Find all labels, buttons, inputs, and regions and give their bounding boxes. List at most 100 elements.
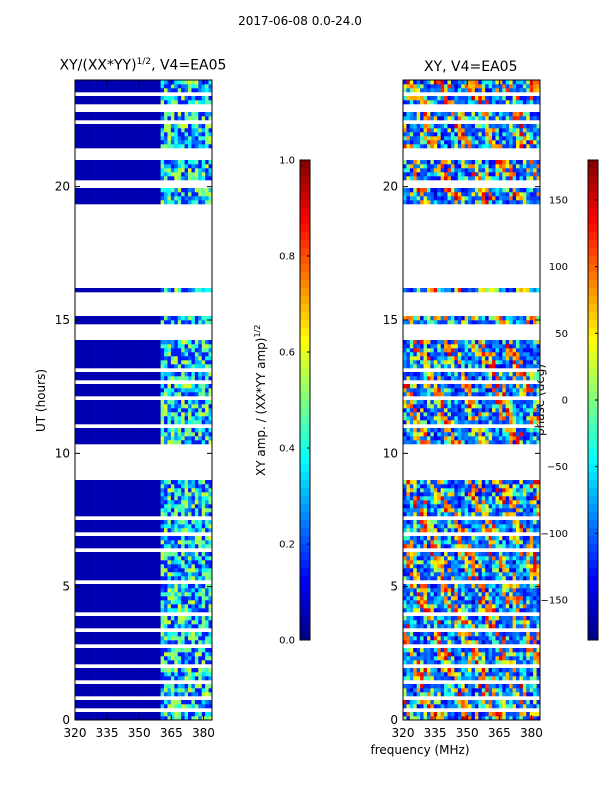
heatmap-cell — [143, 716, 148, 721]
heatmap-cell — [471, 672, 476, 677]
heatmap-cell — [191, 416, 196, 421]
heatmap-cell — [516, 688, 520, 693]
heatmap-cell — [181, 400, 185, 405]
heatmap-cell — [92, 560, 96, 565]
heatmap-cell — [191, 428, 196, 433]
heatmap-cell — [136, 132, 141, 137]
heatmap-cell — [81, 144, 86, 149]
heatmap-cell — [516, 616, 520, 621]
heatmap-cell — [485, 620, 489, 625]
heatmap-cell — [167, 376, 172, 381]
heatmap-cell — [78, 544, 83, 549]
heatmap-cell — [92, 488, 96, 493]
heatmap-cell — [440, 608, 445, 613]
heatmap-cell — [177, 164, 182, 169]
heatmap-cell — [194, 128, 199, 133]
heatmap-cell — [454, 588, 459, 593]
heatmap-cell — [416, 672, 421, 677]
heatmap-cell — [116, 544, 120, 549]
heatmap-cell — [119, 480, 124, 485]
heatmap-cell — [464, 588, 469, 593]
heatmap-cell — [478, 692, 483, 697]
heatmap-cell — [433, 692, 438, 697]
heatmap-cell — [126, 352, 131, 357]
heatmap-cell — [81, 640, 86, 645]
heatmap-cell — [181, 672, 185, 677]
heatmap-cell — [75, 416, 79, 421]
heatmap-cell — [126, 620, 131, 625]
heatmap-cell — [85, 372, 89, 377]
heatmap-cell — [194, 600, 199, 605]
heatmap-cell — [153, 176, 158, 181]
heatmap-cell — [188, 572, 192, 577]
heatmap-cell — [426, 700, 431, 705]
heatmap-cell — [481, 692, 486, 697]
heatmap-cell — [481, 592, 486, 597]
heatmap-cell — [109, 428, 113, 433]
heatmap-cell — [153, 556, 158, 561]
heatmap-cell — [88, 116, 93, 121]
heatmap-cell — [136, 632, 141, 637]
heatmap-cell — [157, 344, 161, 349]
heatmap-cell — [403, 596, 407, 601]
heatmap-cell — [116, 376, 120, 381]
heatmap-cell — [177, 648, 182, 653]
heatmap-cell — [95, 648, 100, 653]
heatmap-cell — [205, 480, 209, 485]
heatmap-cell — [164, 584, 168, 589]
heatmap-cell — [191, 692, 196, 697]
heatmap-cell — [153, 608, 158, 613]
heatmap-cell — [403, 584, 407, 589]
heatmap-cell — [191, 568, 196, 573]
heatmap-cell — [112, 412, 117, 417]
heatmap-cell — [205, 544, 209, 549]
heatmap-cell — [208, 620, 213, 625]
heatmap-cell — [102, 632, 107, 637]
heatmap-cell — [133, 196, 137, 201]
heatmap-cell — [177, 624, 182, 629]
heatmap-cell — [522, 676, 527, 681]
heatmap-cell — [136, 524, 141, 529]
heatmap-cell — [133, 660, 137, 665]
heatmap-cell — [150, 552, 155, 557]
heatmap-cell — [140, 604, 144, 609]
heatmap-cell — [191, 80, 196, 85]
heatmap-cell — [75, 592, 79, 597]
heatmap-cell — [133, 508, 137, 513]
heatmap-cell — [471, 636, 476, 641]
heatmap-cell — [126, 684, 131, 689]
heatmap-cell — [95, 688, 100, 693]
heatmap-cell — [198, 676, 203, 681]
heatmap-cell — [119, 568, 124, 573]
heatmap-cell — [150, 372, 155, 377]
heatmap-cell — [471, 668, 476, 673]
heatmap-cell — [160, 608, 165, 613]
heatmap-cell — [522, 688, 527, 693]
heatmap-cell — [170, 568, 175, 573]
heatmap-cell — [133, 288, 137, 293]
heatmap-cell — [188, 608, 192, 613]
heatmap-cell — [105, 436, 110, 441]
heatmap-cell — [457, 656, 462, 661]
heatmap-cell — [75, 320, 79, 325]
heatmap-cell — [170, 480, 175, 485]
heatmap-cell — [464, 676, 469, 681]
heatmap-cell — [109, 96, 113, 101]
heatmap-cell — [105, 352, 110, 357]
heatmap-cell — [92, 716, 96, 721]
heatmap-cell — [177, 188, 182, 193]
heatmap-cell — [85, 376, 89, 381]
heatmap-cell — [437, 636, 441, 641]
heatmap-cell — [119, 524, 124, 529]
heatmap-cell — [177, 112, 182, 117]
heatmap-cell — [150, 440, 155, 445]
heatmap-cell — [105, 572, 110, 577]
heatmap-cell — [188, 540, 192, 545]
heatmap-cell — [198, 624, 203, 629]
heatmap-cell — [95, 384, 100, 389]
heatmap-cell — [157, 340, 161, 345]
heatmap-cell — [122, 176, 127, 181]
heatmap-cell — [457, 712, 462, 717]
heatmap-cell — [92, 684, 96, 689]
heatmap-cell — [75, 408, 79, 413]
